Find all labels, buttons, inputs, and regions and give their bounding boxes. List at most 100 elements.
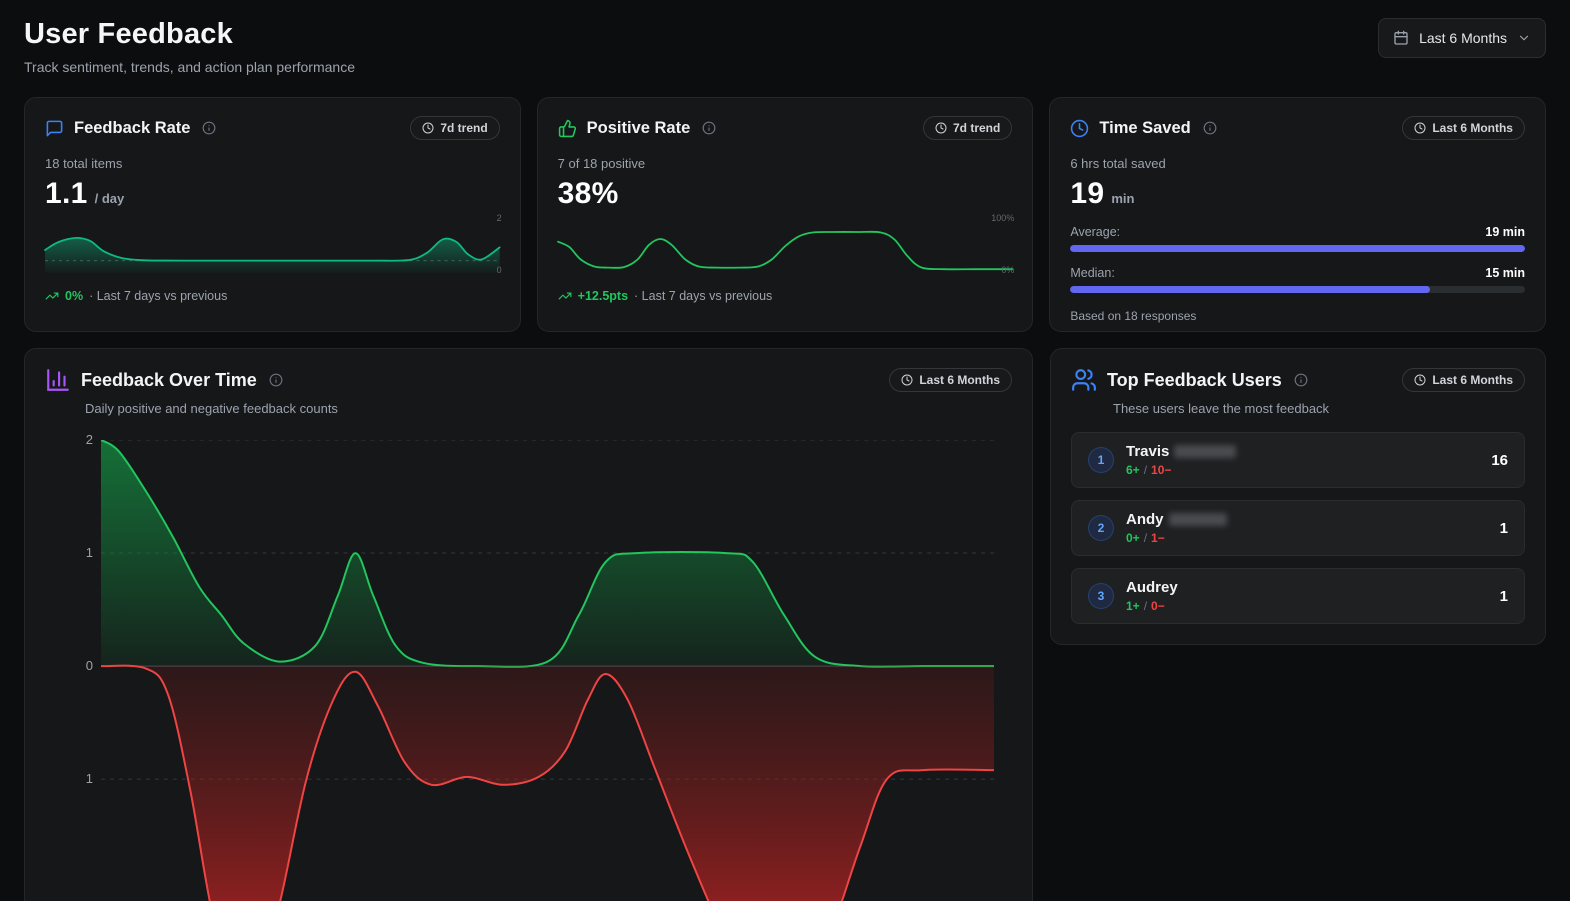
info-icon[interactable] <box>202 121 216 135</box>
positive-rate-sparkline: 100% 0% <box>556 214 1015 275</box>
positive-rate-summary: 7 of 18 positive <box>557 156 646 171</box>
date-range-label: Last 6 Months <box>1419 30 1507 46</box>
positive-count: 0+ <box>1126 531 1140 545</box>
time-saved-unit: min <box>1111 191 1135 206</box>
feedback-over-time-chart: 2 1 0 1 <box>45 432 1012 901</box>
time-saved-badge-label: Last 6 Months <box>1432 121 1513 135</box>
info-icon[interactable] <box>702 121 716 135</box>
user-name: Andy <box>1126 511 1164 528</box>
average-value: 19 min <box>1485 225 1525 239</box>
top-users-header: Top Feedback Users Last 6 Months <box>1071 367 1525 393</box>
user-total-count: 1 <box>1499 519 1508 537</box>
date-range-selector[interactable]: Last 6 Months <box>1378 18 1546 58</box>
top-users-range-badge: Last 6 Months <box>1402 368 1525 392</box>
stats-row: Feedback Rate 7d trend 18 total items 1.… <box>24 97 1546 332</box>
user-feedback-counts: 1+ / 0− <box>1126 599 1178 613</box>
user-name: Audrey <box>1126 579 1178 596</box>
clock-icon <box>935 122 947 134</box>
user-name: Travis <box>1126 443 1170 460</box>
median-progress-fill <box>1070 286 1430 293</box>
positive-rate-badge-label: 7d trend <box>952 121 1001 135</box>
page-subtitle: Track sentiment, trends, and action plan… <box>24 59 355 75</box>
feedback-over-time-range-badge: Last 6 Months <box>889 368 1012 392</box>
feedback-rate-delta-value: 0% <box>65 289 84 303</box>
time-saved-header: Time Saved Last 6 Months <box>1070 116 1525 140</box>
chevron-down-icon <box>1517 31 1531 45</box>
count-separator: / <box>1143 463 1148 477</box>
feedback-rate-trend-badge: 7d trend <box>410 116 500 140</box>
positive-rate-value: 38% <box>558 177 1013 211</box>
rank-badge: 2 <box>1088 515 1114 541</box>
feedback-rate-delta: 0% · Last 7 days vs previous <box>45 289 500 303</box>
clock-icon <box>1414 122 1426 134</box>
positive-rate-header: Positive Rate 7d trend <box>558 116 1013 140</box>
median-value: 15 min <box>1485 266 1525 280</box>
clock-icon <box>901 374 913 386</box>
spark-axis-max: 100% <box>991 213 1015 223</box>
time-saved-number: 19 <box>1070 177 1105 210</box>
positive-rate-card: Positive Rate 7d trend 7 of 18 positive … <box>536 97 1034 332</box>
median-progress-track <box>1070 286 1525 293</box>
user-total-count: 16 <box>1491 451 1508 469</box>
average-label: Average: <box>1070 225 1121 239</box>
y-tick-0: 0 <box>85 658 93 673</box>
positive-rate-delta: +12.5pts · Last 7 days vs previous <box>558 289 1013 303</box>
spark-axis-min: 0% <box>1001 265 1015 275</box>
count-separator: / <box>1143 531 1148 545</box>
info-icon[interactable] <box>1203 121 1217 135</box>
positive-count: 1+ <box>1126 599 1140 613</box>
feedback-over-time-badge-label: Last 6 Months <box>919 373 1000 387</box>
feedback-over-time-header: Feedback Over Time Last 6 Months <box>45 367 1012 393</box>
user-total-count: 1 <box>1499 587 1508 605</box>
diverging-area-plot <box>101 440 994 901</box>
user-info: Travis 6+ / 10− <box>1126 443 1237 477</box>
time-saved-value: 19 min <box>1070 177 1525 211</box>
user-info: Audrey 1+ / 0− <box>1126 579 1178 613</box>
spark-axis-min: 0 <box>496 265 502 275</box>
positive-rate-title: Positive Rate <box>586 118 691 137</box>
trending-up-icon <box>558 289 572 303</box>
median-row: Median: 15 min <box>1070 266 1525 280</box>
header-titles: User Feedback Track sentiment, trends, a… <box>24 18 355 75</box>
page-title: User Feedback <box>24 18 233 50</box>
average-row: Average: 19 min <box>1070 225 1525 239</box>
median-label: Median: <box>1070 266 1115 280</box>
average-progress-fill <box>1070 245 1525 252</box>
time-saved-summary: 6 hrs total saved <box>1070 156 1166 171</box>
feedback-rate-card: Feedback Rate 7d trend 18 total items 1.… <box>24 97 521 332</box>
count-separator: / <box>1143 599 1148 613</box>
thumbs-up-icon <box>558 119 577 138</box>
positive-rate-delta-value: +12.5pts <box>577 289 629 303</box>
time-saved-footnote: Based on 18 responses <box>1070 309 1197 323</box>
negative-count: 1− <box>1151 531 1165 545</box>
calendar-icon <box>1393 30 1409 46</box>
feedback-over-time-title: Feedback Over Time <box>81 369 257 390</box>
feedback-rate-number: 1.1 <box>45 177 88 210</box>
clock-icon <box>1414 374 1426 386</box>
trending-up-icon <box>45 289 59 303</box>
positive-rate-trend-badge: 7d trend <box>922 116 1013 140</box>
negative-count: 10− <box>1151 463 1172 477</box>
users-icon <box>1071 367 1097 393</box>
feedback-rate-value: 1.1 / day <box>45 177 500 211</box>
user-info: Andy 0+ / 1− <box>1126 511 1227 545</box>
rank-badge: 1 <box>1088 447 1114 473</box>
page-header: User Feedback Track sentiment, trends, a… <box>24 18 1546 75</box>
rank-badge: 3 <box>1088 583 1114 609</box>
user-row-3[interactable]: 3 Audrey 1+ / 0− 1 <box>1071 568 1525 624</box>
feedback-rate-unit: / day <box>94 191 125 206</box>
info-icon[interactable] <box>1294 373 1308 387</box>
user-row-1[interactable]: 1 Travis 6+ / 10− 16 <box>1071 432 1525 488</box>
time-saved-card: Time Saved Last 6 Months 6 hrs total sav… <box>1049 97 1546 332</box>
negative-count: 0− <box>1151 599 1165 613</box>
user-row-2[interactable]: 2 Andy 0+ / 1− 1 <box>1071 500 1525 556</box>
y-tick-neg1: 1 <box>85 771 93 786</box>
feedback-rate-delta-note: · Last 7 days vs previous <box>89 289 228 303</box>
top-users-badge-label: Last 6 Months <box>1432 373 1513 387</box>
average-progress-track <box>1070 245 1525 252</box>
info-icon[interactable] <box>269 373 283 387</box>
user-feedback-counts: 6+ / 10− <box>1126 463 1236 477</box>
clock-icon <box>422 122 434 134</box>
bar-chart-icon <box>45 367 71 393</box>
